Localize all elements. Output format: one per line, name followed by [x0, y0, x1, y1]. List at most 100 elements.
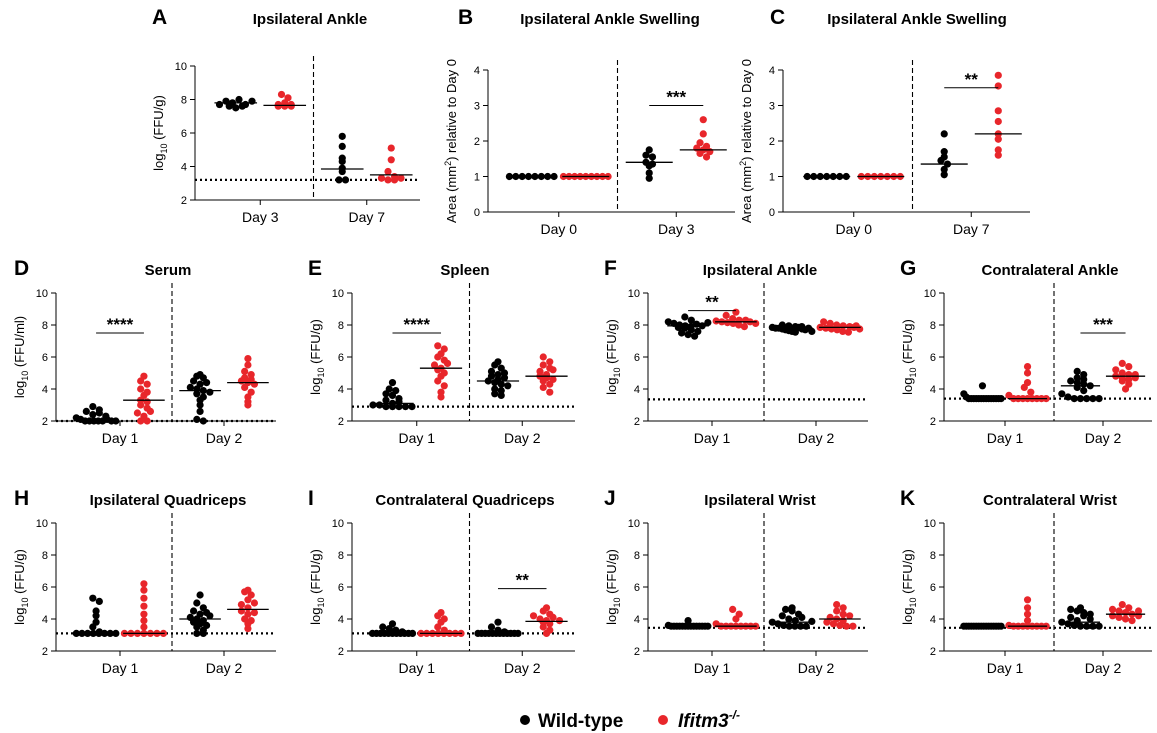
y-tick-label: 2	[930, 416, 936, 428]
y-tick-label: 4	[474, 65, 480, 77]
data-point	[1023, 617, 1032, 625]
data-point	[549, 366, 557, 374]
panel-title: Ipsilateral Wrist	[704, 492, 815, 509]
data-point	[112, 417, 120, 425]
y-axis-label-part: (FFU/g)	[900, 319, 915, 367]
data-point	[723, 319, 732, 327]
group-wt-day-1	[664, 313, 712, 340]
panel-letter: K	[900, 487, 915, 510]
y-axis-label-part: log	[12, 608, 27, 625]
data-point	[539, 353, 547, 361]
data-point	[539, 361, 547, 369]
y-axis-label: log10 (FFU/g)	[308, 319, 326, 395]
data-point	[189, 377, 198, 385]
panel-letter: A	[152, 6, 167, 29]
y-tick-label: 10	[924, 288, 936, 300]
x-category-label: Day 7	[953, 221, 990, 237]
data-point	[335, 176, 343, 184]
x-category-label: Day 2	[206, 430, 243, 446]
data-point	[244, 355, 252, 363]
legend-ifitm3-label: Ifitm3-/-	[678, 708, 740, 732]
data-point	[250, 609, 259, 617]
x-category-label: Day 1	[987, 660, 1024, 676]
data-point	[232, 104, 240, 112]
x-category-label: Day 3	[242, 209, 279, 225]
y-tick-label: 8	[42, 550, 48, 562]
data-point	[808, 617, 816, 626]
data-point	[785, 622, 793, 630]
y-axis-label-part: Area (mm	[739, 166, 754, 223]
x-category-label: Day 2	[1085, 660, 1122, 676]
x-category-label: Day 1	[987, 430, 1024, 446]
y-axis-label-part: (FFU/g)	[604, 549, 619, 597]
data-point	[940, 148, 948, 156]
group-wt-day-2	[1058, 367, 1103, 403]
legend-ifitm3-name: Ifitm3	[678, 711, 729, 732]
data-point	[1089, 395, 1097, 403]
data-point	[146, 407, 155, 415]
group-wt-day-3	[625, 146, 673, 182]
group-wt-day-1	[72, 594, 120, 638]
data-point	[1064, 393, 1072, 401]
y-tick-label: 3	[474, 101, 480, 113]
y-tick-label: 1	[474, 172, 480, 184]
group-ko-day-2	[1105, 601, 1146, 625]
data-point	[1020, 383, 1028, 391]
data-point	[401, 403, 410, 411]
data-point	[735, 321, 743, 329]
data-point	[241, 367, 249, 375]
data-point	[1076, 622, 1085, 630]
data-point	[193, 390, 201, 398]
y-axis-label-part: ) relative to Day 0	[739, 59, 754, 161]
y-tick-label: 6	[930, 352, 936, 364]
data-point	[539, 623, 547, 631]
data-point	[287, 102, 295, 110]
panel-letter: E	[308, 257, 322, 280]
panel-letter: B	[458, 6, 473, 29]
data-point	[487, 623, 496, 631]
data-point	[437, 393, 445, 401]
data-point	[382, 390, 390, 398]
y-tick-label: 2	[634, 416, 640, 428]
group-wt-day-2	[768, 604, 816, 630]
data-point	[1023, 596, 1032, 604]
group-ko-day-2	[525, 353, 568, 396]
y-tick-label: 4	[181, 162, 187, 174]
panel-letter: F	[604, 257, 617, 280]
y-tick-label: 10	[628, 518, 640, 530]
data-point	[798, 613, 806, 622]
significance-label: ***	[666, 88, 686, 107]
y-tick-label: 8	[930, 320, 936, 332]
data-point	[137, 377, 145, 385]
data-point	[500, 374, 509, 382]
data-point	[788, 607, 796, 615]
y-tick-label: 8	[634, 550, 640, 562]
data-point	[89, 403, 97, 411]
data-point	[822, 324, 830, 332]
data-point	[1023, 610, 1032, 618]
data-point	[696, 139, 704, 147]
data-point	[434, 353, 442, 361]
data-point	[687, 316, 695, 324]
panel-title: Ipsilateral Ankle Swelling	[827, 11, 1007, 28]
data-point	[549, 375, 557, 383]
data-point	[143, 388, 151, 396]
group-ko-day-1	[123, 372, 165, 425]
y-axis-label-script: 2	[443, 161, 453, 166]
x-category-label: Day 0	[835, 221, 872, 237]
data-point	[237, 601, 246, 609]
x-category-label: Day 7	[348, 209, 385, 225]
y-tick-label: 6	[42, 582, 48, 594]
data-point	[95, 597, 103, 606]
data-point	[89, 411, 97, 419]
group-ko-day-2	[525, 604, 568, 638]
y-axis-label-part: (FFU/g)	[604, 319, 619, 367]
y-tick-label: 4	[634, 614, 640, 626]
data-point	[140, 602, 148, 610]
data-point	[1108, 612, 1117, 620]
data-point	[140, 623, 148, 631]
data-point	[642, 151, 650, 159]
data-point	[1131, 374, 1139, 382]
data-point	[143, 380, 151, 388]
data-point	[1080, 375, 1088, 383]
